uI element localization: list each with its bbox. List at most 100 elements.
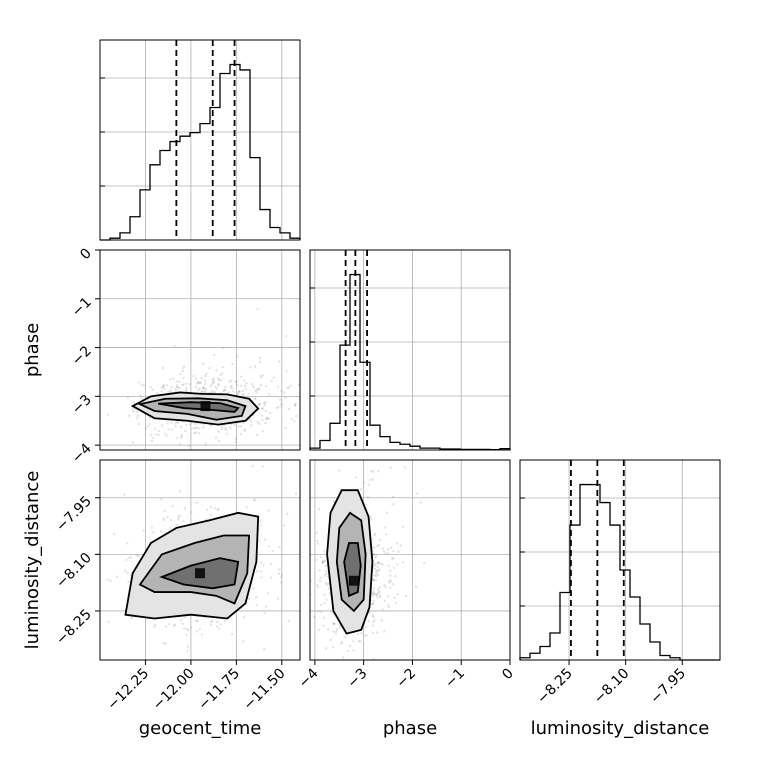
- sample-point: [386, 603, 390, 607]
- sample-point: [217, 439, 221, 443]
- sample-point: [317, 610, 320, 613]
- sample-point: [186, 650, 189, 653]
- sample-point: [242, 393, 245, 396]
- sample-point: [260, 376, 263, 379]
- sample-point: [280, 574, 284, 577]
- sample-point: [253, 499, 256, 502]
- y-tick-label-phase: −4: [69, 441, 95, 467]
- sample-point: [123, 569, 127, 572]
- sample-point: [209, 623, 213, 626]
- sample-point: [361, 452, 363, 454]
- sample-point: [188, 444, 191, 448]
- sample-point: [153, 427, 157, 430]
- sample-point: [324, 559, 327, 562]
- sample-point: [144, 427, 148, 430]
- contour-line-2: [343, 542, 362, 598]
- sample-point: [257, 540, 261, 543]
- sample-point: [383, 599, 387, 602]
- sample-point: [360, 632, 363, 635]
- sample-point: [136, 414, 140, 418]
- sample-point: [213, 391, 217, 394]
- sample-point: [372, 578, 375, 581]
- sample-point: [383, 630, 386, 633]
- sample-point: [389, 579, 392, 582]
- sample-point: [269, 562, 273, 566]
- sample-point: [266, 417, 269, 420]
- sample-point: [176, 386, 180, 389]
- sample-point: [396, 593, 399, 596]
- sample-point: [184, 382, 188, 385]
- sample-point: [374, 554, 378, 558]
- sample-point: [164, 642, 167, 646]
- sample-point: [179, 425, 183, 429]
- sample-point: [313, 615, 316, 619]
- sample-point: [140, 383, 144, 387]
- sample-point: [215, 625, 219, 628]
- x-axis-label-geocent-time: geocent_time: [139, 718, 262, 739]
- sample-point: [234, 437, 238, 441]
- sample-point: [231, 390, 235, 393]
- sample-point: [394, 575, 397, 578]
- sample-point: [376, 592, 379, 595]
- sample-point: [293, 419, 296, 423]
- sample-point: [247, 418, 251, 421]
- sample-point: [230, 379, 233, 382]
- sample-point: [283, 391, 286, 394]
- sample-point: [334, 632, 337, 635]
- sample-point: [219, 623, 222, 626]
- x-tick-label-geocent_time: −11.50: [241, 666, 289, 714]
- sample-point: [160, 386, 163, 390]
- sample-point: [237, 390, 240, 394]
- sample-point: [371, 602, 374, 606]
- sample-point: [379, 539, 382, 542]
- sample-point: [404, 594, 408, 597]
- sample-point: [376, 588, 380, 591]
- sample-point: [341, 442, 343, 444]
- sample-point: [187, 629, 190, 632]
- sample-point: [341, 656, 345, 659]
- sample-point: [220, 427, 223, 431]
- sample-point: [116, 575, 119, 579]
- sample-point: [377, 469, 380, 473]
- sample-point: [185, 389, 188, 392]
- sample-point: [178, 443, 182, 446]
- sample-point: [126, 396, 130, 399]
- sample-point: [195, 619, 199, 623]
- sample-point: [210, 619, 214, 623]
- sample-point: [318, 569, 321, 572]
- sample-point: [195, 382, 199, 385]
- sample-point: [393, 673, 395, 675]
- sample-point: [125, 558, 128, 562]
- sample-point: [235, 380, 238, 383]
- sample-point: [209, 514, 213, 517]
- sample-point: [242, 421, 245, 424]
- sample-point: [186, 435, 188, 437]
- sample-point: [423, 561, 426, 565]
- sample-point: [267, 417, 271, 421]
- sample-point: [365, 634, 368, 637]
- sample-point: [201, 390, 204, 394]
- sample-point: [242, 639, 245, 643]
- sample-point: [217, 378, 221, 382]
- sample-point: [287, 386, 290, 389]
- sample-point: [166, 516, 169, 519]
- sample-point: [359, 488, 363, 491]
- sample-point: [217, 627, 221, 630]
- sample-point: [181, 622, 184, 626]
- sample-point: [333, 384, 335, 386]
- sample-point: [381, 608, 384, 611]
- sample-point: [318, 485, 320, 487]
- sample-point: [199, 381, 203, 384]
- sample-point: [127, 580, 130, 584]
- sample-point: [258, 360, 262, 364]
- sample-point: [381, 563, 384, 566]
- sample-point: [132, 410, 135, 413]
- sample-point: [266, 592, 270, 595]
- sample-point: [200, 390, 203, 393]
- sample-point: [194, 377, 198, 380]
- sample-point: [217, 430, 221, 433]
- sample-point: [198, 381, 201, 384]
- sample-point: [178, 387, 181, 390]
- sample-point: [258, 403, 261, 406]
- sample-point: [332, 622, 336, 625]
